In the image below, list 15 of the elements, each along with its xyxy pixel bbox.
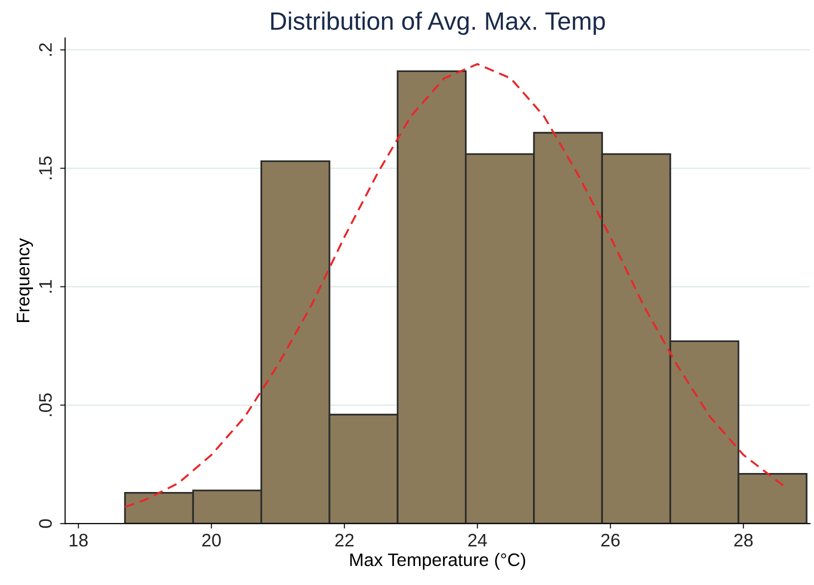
y-tick-label: 0 <box>39 519 52 528</box>
x-axis-title: Max Temperature (°C) <box>350 552 526 570</box>
x-tick-label: 22 <box>335 534 354 546</box>
y-tick-label: .2 <box>39 43 52 56</box>
y-tick-label: .1 <box>39 280 52 293</box>
y-tick-label: .15 <box>39 156 52 180</box>
line-series <box>124 63 784 508</box>
x-tick-label: 28 <box>734 534 753 547</box>
y-tick-label: .05 <box>39 393 52 416</box>
y-axis-title: Frequency <box>16 238 34 322</box>
x-tick-label: 26 <box>601 534 620 547</box>
x-tick-label: 18 <box>70 534 88 547</box>
x-tick-label: 24 <box>468 534 487 546</box>
chart-title: Distribution of Avg. Max. Temp <box>271 12 605 35</box>
x-tick-label: 20 <box>202 534 221 547</box>
